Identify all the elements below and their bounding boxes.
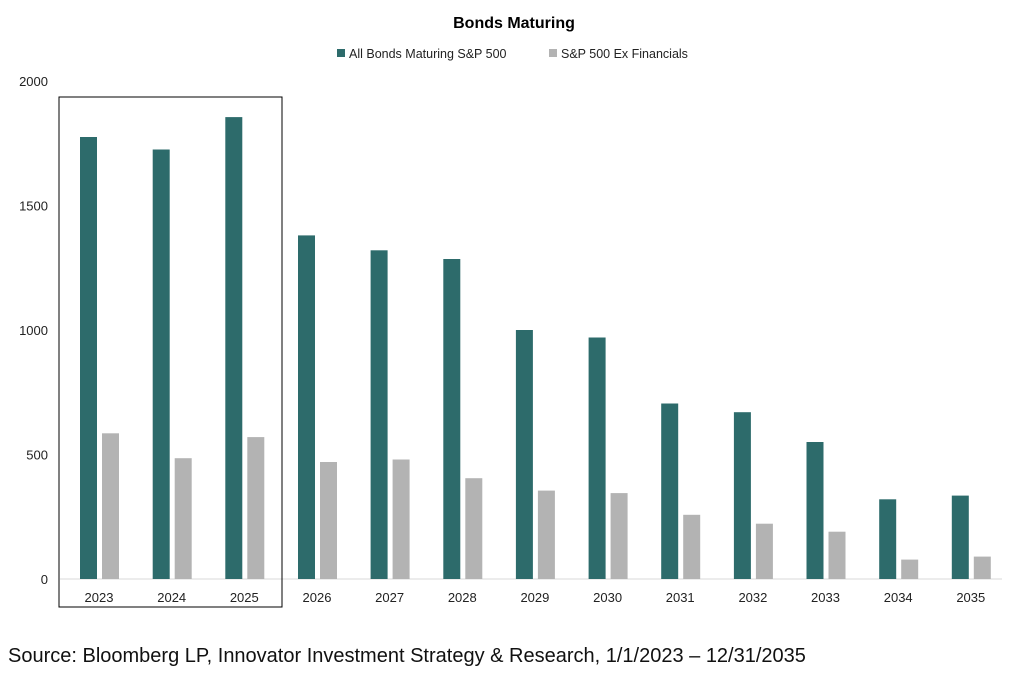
bar-ex-financials-2025 — [247, 437, 265, 579]
bar-ex-financials-2030 — [610, 493, 628, 579]
bar-ex-financials-2032 — [755, 523, 773, 579]
x-tick-label-2029: 2029 — [520, 590, 549, 605]
x-tick-label-2030: 2030 — [593, 590, 622, 605]
y-tick-label: 0 — [41, 572, 48, 587]
chart-title: Bonds Maturing — [453, 15, 575, 32]
x-tick-label-2028: 2028 — [448, 590, 477, 605]
bar-all-bonds-2028 — [443, 259, 461, 579]
legend-swatch-ex-financials — [549, 49, 557, 57]
bar-all-bonds-2034 — [879, 499, 897, 579]
bar-all-bonds-2027 — [370, 250, 388, 580]
x-tick-label-2024: 2024 — [157, 590, 186, 605]
bar-all-bonds-2026 — [298, 235, 315, 579]
x-tick-label-2035: 2035 — [956, 590, 985, 605]
bar-ex-financials-2034 — [901, 559, 919, 579]
y-tick-label: 1500 — [19, 199, 48, 214]
x-tick-label-2032: 2032 — [738, 590, 767, 605]
bar-ex-financials-2024 — [174, 458, 192, 579]
legend-label-all-bonds: All Bonds Maturing S&P 500 — [349, 47, 507, 61]
bar-ex-financials-2027 — [392, 459, 410, 579]
x-axis-ticks: 2023 2024 2025 2026 2027 2028 2029 2030 2031 2032… — [85, 590, 986, 605]
bar-ex-financials-2033 — [828, 531, 846, 579]
bar-ex-financials-2031 — [683, 514, 701, 579]
x-tick-label-2031: 2031 — [666, 590, 695, 605]
legend-label-ex-financials: S&P 500 Ex Financials — [561, 47, 688, 61]
bar-all-bonds-2030 — [588, 337, 606, 579]
bar-ex-financials-2029 — [537, 490, 555, 579]
bar-ex-financials-2023 — [102, 433, 119, 579]
y-axis-ticks: 0 500 1000 1500 2000 — [19, 74, 48, 587]
bar-all-bonds-2024 — [152, 149, 170, 579]
bar-all-bonds-2031 — [661, 403, 679, 579]
bonds-maturing-chart: Bonds Maturing All Bonds Maturing S&P 50… — [19, 15, 1002, 608]
x-tick-label-2027: 2027 — [375, 590, 404, 605]
bar-ex-financials-2028 — [465, 478, 483, 579]
bars — [80, 117, 991, 580]
bar-all-bonds-2023 — [80, 137, 97, 579]
x-tick-label-2023: 2023 — [85, 590, 114, 605]
y-tick-label: 500 — [26, 448, 48, 463]
x-tick-label-2026: 2026 — [303, 590, 332, 605]
legend-swatch-all-bonds — [337, 49, 345, 57]
bar-all-bonds-2032 — [733, 412, 751, 579]
bar-all-bonds-2035 — [951, 495, 969, 579]
highlight-box-2023-2025 — [58, 96, 283, 608]
bar-ex-financials-2026 — [320, 462, 337, 579]
bar-all-bonds-2025 — [225, 117, 243, 579]
x-tick-label-2033: 2033 — [811, 590, 840, 605]
source-note: Source: Bloomberg LP, Innovator Investme… — [8, 645, 806, 667]
y-tick-label: 2000 — [19, 74, 48, 89]
bar-ex-financials-2035 — [973, 556, 991, 579]
x-tick-label-2034: 2034 — [884, 590, 913, 605]
bar-all-bonds-2029 — [515, 330, 533, 579]
bar-all-bonds-2033 — [806, 442, 824, 579]
legend: All Bonds Maturing S&P 500 S&P 500 Ex Fi… — [337, 47, 688, 61]
x-tick-label-2025: 2025 — [230, 590, 259, 605]
y-tick-label: 1000 — [19, 323, 48, 338]
